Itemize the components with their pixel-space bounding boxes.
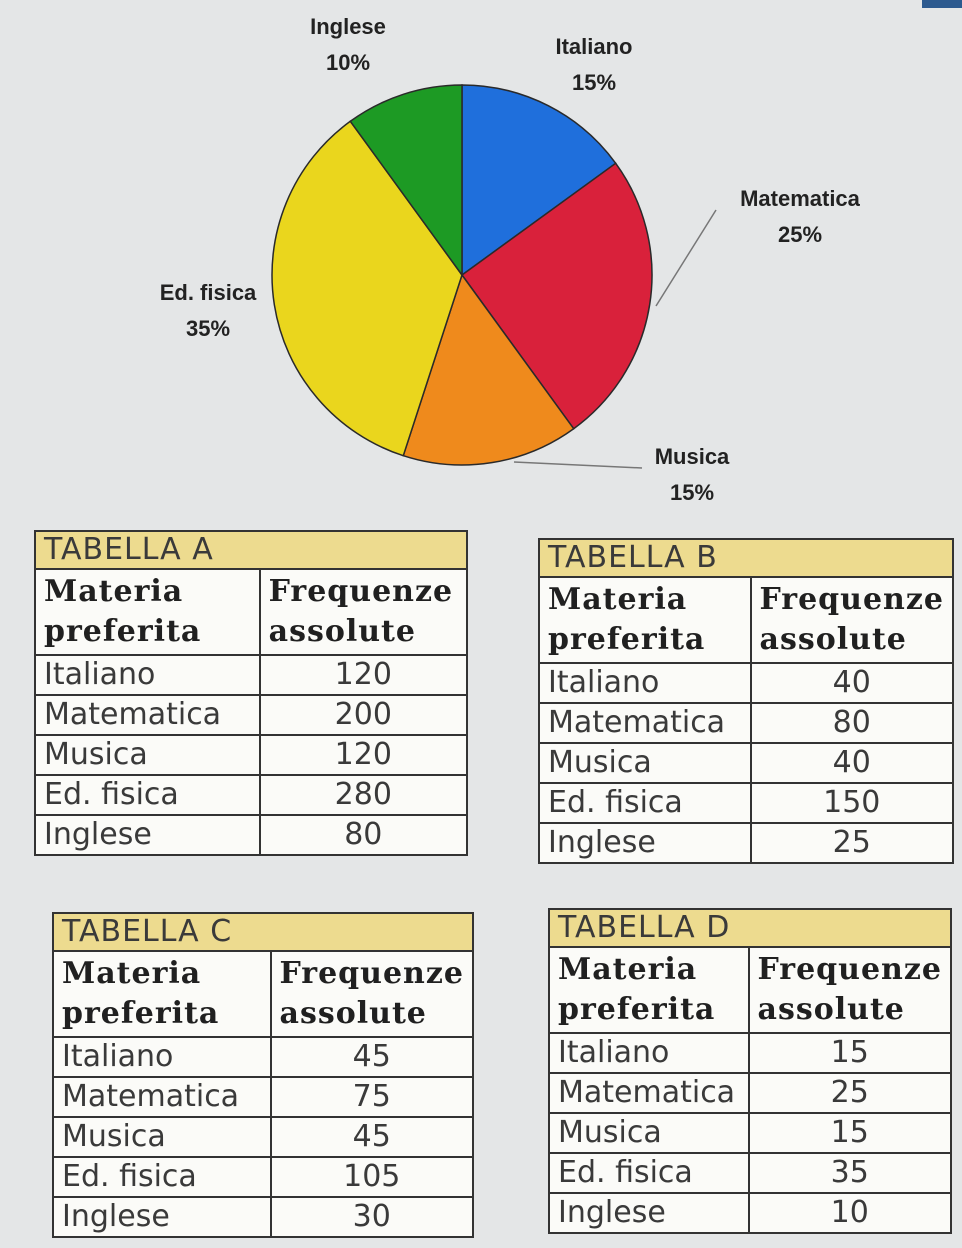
slice-name-label: Matematica <box>740 186 861 211</box>
value-cell: 25 <box>749 822 955 864</box>
subject-cell: Inglese <box>538 822 752 864</box>
table-row: Musica 120 <box>34 734 469 776</box>
subject-cell: Ed. fisica <box>52 1156 272 1198</box>
table-caption: TABELLA A <box>34 530 468 570</box>
table-row: Italiano 45 <box>52 1036 475 1078</box>
table-row: Inglese 30 <box>52 1196 475 1238</box>
table-row: Musica 40 <box>538 742 955 784</box>
subject-cell: Italiano <box>548 1032 750 1074</box>
table-row: Musica 45 <box>52 1116 475 1158</box>
slice-percent-label: 15% <box>572 70 616 95</box>
slice-name-label: Inglese <box>310 14 386 39</box>
pie-slice-italiano <box>461 84 617 277</box>
pie-slice-matematica <box>460 162 653 430</box>
value-cell: 75 <box>269 1076 475 1118</box>
table-row: Ed. fisica 150 <box>538 782 955 824</box>
pie-slice-ed-fisica <box>271 120 463 457</box>
pie-slice-inglese <box>349 84 463 278</box>
subject-cell: Musica <box>52 1116 272 1158</box>
header-materia: Materia preferita <box>52 950 272 1038</box>
table-caption: TABELLA D <box>548 908 952 948</box>
subject-cell: Musica <box>34 734 261 776</box>
subject-cell: Ed. fisica <box>34 774 261 816</box>
subject-cell: Inglese <box>34 814 261 856</box>
subject-cell: Ed. fisica <box>548 1152 750 1194</box>
value-cell: 120 <box>258 654 469 696</box>
subject-cell: Inglese <box>52 1196 272 1238</box>
value-cell: 10 <box>747 1192 953 1234</box>
header-materia: Materia preferita <box>548 946 750 1034</box>
value-cell: 15 <box>747 1032 953 1074</box>
value-cell: 105 <box>269 1156 475 1198</box>
table-row: Italiano 120 <box>34 654 469 696</box>
subject-cell: Italiano <box>52 1036 272 1078</box>
value-cell: 15 <box>747 1112 953 1154</box>
slice-percent-label: 10% <box>326 50 370 75</box>
pie-slice-musica <box>402 273 575 466</box>
value-cell: 25 <box>747 1072 953 1114</box>
value-cell: 35 <box>747 1152 953 1194</box>
leader-line <box>513 461 643 469</box>
pie-slices <box>271 84 653 466</box>
slice-percent-label: 35% <box>186 316 230 341</box>
slice-percent-label: 25% <box>778 222 822 247</box>
value-cell: 45 <box>269 1036 475 1078</box>
value-cell: 80 <box>258 814 469 856</box>
table-a: TABELLA A Materia preferita Frequenze as… <box>34 530 469 856</box>
table-d: TABELLA D Materia preferita Frequenze as… <box>548 908 953 1234</box>
table-caption: TABELLA C <box>52 912 474 952</box>
subject-cell: Matematica <box>548 1072 750 1114</box>
table-b: TABELLA B Materia preferita Frequenze as… <box>538 538 955 864</box>
header-frequenze: Frequenze assolute <box>269 950 475 1038</box>
subject-cell: Italiano <box>34 654 261 696</box>
subject-cell: Musica <box>548 1112 750 1154</box>
subject-cell: Matematica <box>34 694 261 736</box>
slice-name-label: Musica <box>655 444 730 469</box>
header-frequenze: Frequenze assolute <box>258 568 469 656</box>
table-row: Ed. fisica 35 <box>548 1152 953 1194</box>
table-row: Matematica 200 <box>34 694 469 736</box>
table-row: Matematica 80 <box>538 702 955 744</box>
pie-leader-lines <box>513 209 717 469</box>
header-materia: Materia preferita <box>34 568 261 656</box>
leader-line <box>655 209 717 307</box>
value-cell: 45 <box>269 1116 475 1158</box>
subject-cell: Ed. fisica <box>538 782 752 824</box>
value-cell: 80 <box>749 702 955 744</box>
pie-chart: Italiano 15% Matematica 25% Musica 15% Ed. fis… <box>160 14 861 505</box>
value-cell: 120 <box>258 734 469 776</box>
header-frequenze: Frequenze assolute <box>749 576 955 664</box>
value-cell: 30 <box>269 1196 475 1238</box>
table-row: Matematica 75 <box>52 1076 475 1118</box>
pie-labels: Italiano 15% Matematica 25% Musica 15% Ed. fis… <box>160 14 861 505</box>
table-row: Musica 15 <box>548 1112 953 1154</box>
table-row: Italiano 40 <box>538 662 955 704</box>
header-materia: Materia preferita <box>538 576 752 664</box>
subject-cell: Musica <box>538 742 752 784</box>
header-frequenze: Frequenze assolute <box>747 946 953 1034</box>
table-row: Ed. fisica 105 <box>52 1156 475 1198</box>
value-cell: 150 <box>749 782 955 824</box>
slice-name-label: Ed. fisica <box>160 280 257 305</box>
table-row: Italiano 15 <box>548 1032 953 1074</box>
table-caption: TABELLA B <box>538 538 954 578</box>
value-cell: 40 <box>749 742 955 784</box>
value-cell: 200 <box>258 694 469 736</box>
subject-cell: Italiano <box>538 662 752 704</box>
table-c: TABELLA C Materia preferita Frequenze as… <box>52 912 475 1238</box>
subject-cell: Inglese <box>548 1192 750 1234</box>
value-cell: 40 <box>749 662 955 704</box>
table-row: Inglese 25 <box>538 822 955 864</box>
table-row: Inglese 10 <box>548 1192 953 1234</box>
subject-cell: Matematica <box>52 1076 272 1118</box>
value-cell: 280 <box>258 774 469 816</box>
table-row: Matematica 25 <box>548 1072 953 1114</box>
slice-percent-label: 15% <box>670 480 714 505</box>
table-row: Inglese 80 <box>34 814 469 856</box>
top-edge-bar <box>0 0 962 10</box>
slice-name-label: Italiano <box>555 34 632 59</box>
subject-cell: Matematica <box>538 702 752 744</box>
table-row: Ed. fisica 280 <box>34 774 469 816</box>
